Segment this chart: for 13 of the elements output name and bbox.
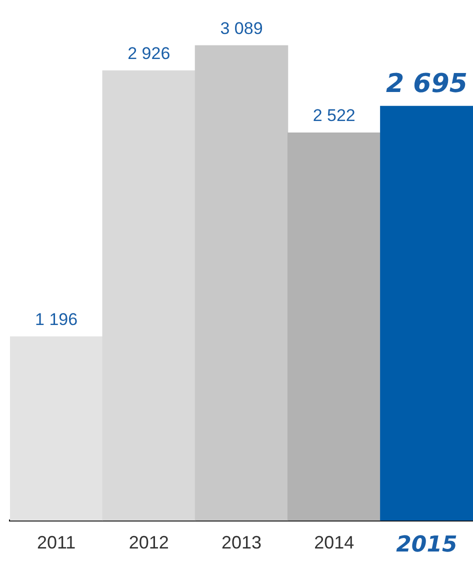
bar	[287, 132, 381, 521]
data-label: 2 522	[312, 106, 356, 125]
data-label: 2 695	[386, 68, 468, 99]
bar	[194, 45, 288, 521]
bar	[380, 106, 473, 521]
x-tick-label: 2012	[128, 532, 169, 552]
x-tick-label: 2011	[36, 532, 76, 552]
data-label: 3 089	[220, 18, 263, 38]
data-label: 1 196	[35, 310, 78, 329]
x-tick-label: 2015	[396, 532, 458, 558]
x-tick-label: 2013	[221, 532, 262, 552]
x-tick-label: 2014	[314, 532, 354, 552]
data-label: 2 926	[128, 44, 170, 63]
